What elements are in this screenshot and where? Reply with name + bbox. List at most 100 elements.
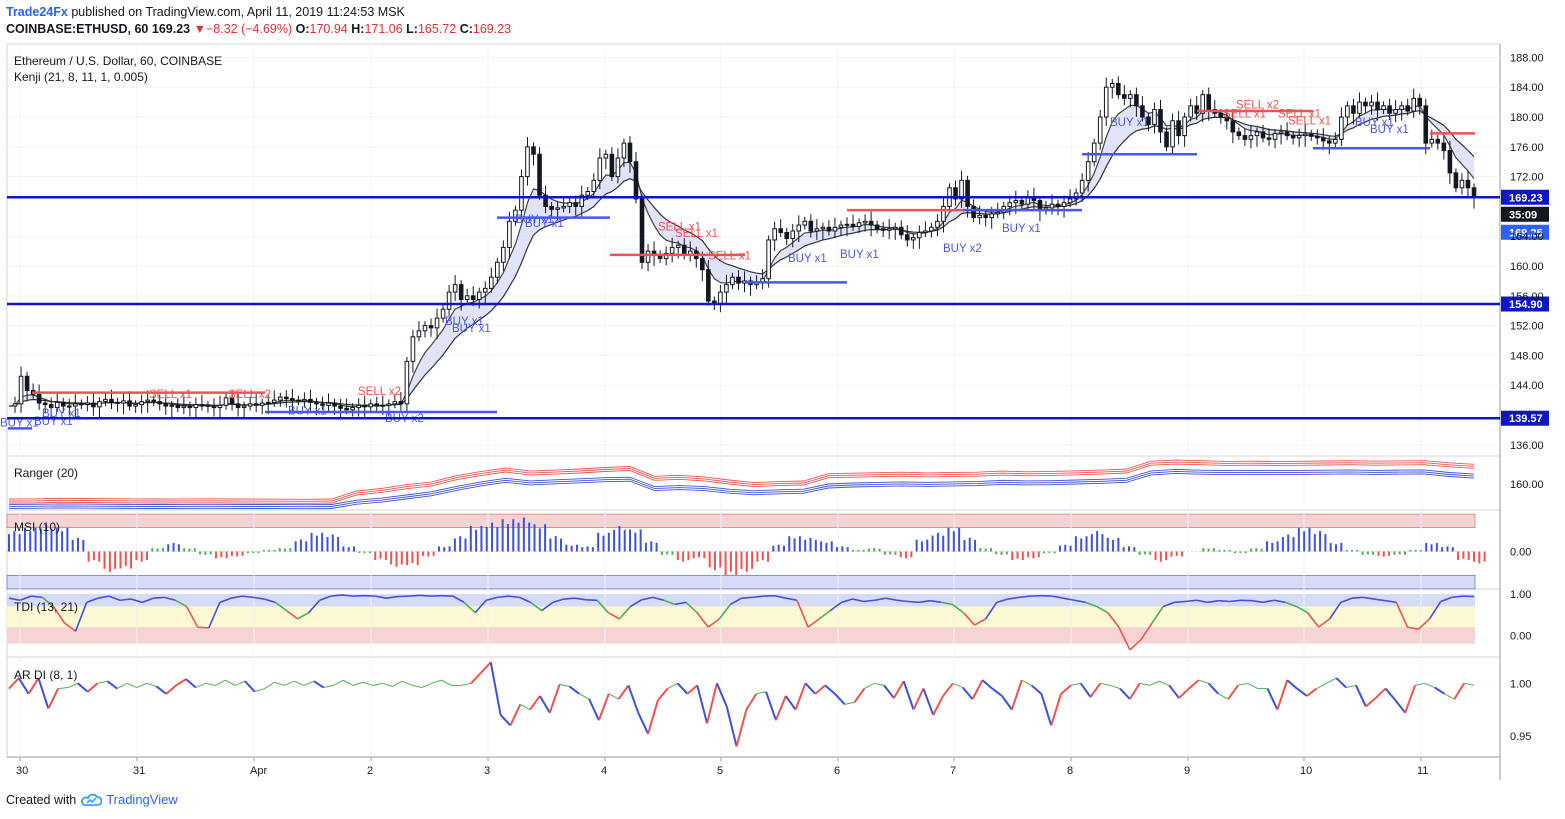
buy-signal-label: BUY x1 — [525, 218, 564, 230]
ardi-line — [932, 695, 944, 716]
candle-body — [1369, 101, 1374, 107]
candle-body — [452, 284, 458, 293]
candle-body — [91, 402, 96, 408]
ardi-line — [774, 695, 787, 721]
candle-body — [874, 224, 880, 230]
candle-body — [736, 276, 741, 284]
tdi-line — [1285, 601, 1297, 608]
candle-body — [567, 202, 572, 207]
tdi-line — [818, 609, 831, 620]
candle-body — [953, 187, 958, 200]
ardi-line — [509, 703, 522, 726]
ardi-line — [106, 680, 118, 690]
ardi-line — [617, 684, 630, 700]
chart-title: Ethereum / U.S. Dollar, 60, COINBASE — [14, 54, 222, 68]
candle-body — [374, 403, 380, 407]
ranger-line — [8, 459, 1475, 500]
candle-body — [525, 146, 530, 178]
high-label: H: — [351, 22, 365, 36]
candle-body — [1013, 199, 1019, 204]
kenji-slow-line — [8, 110, 1475, 407]
price-tick-label: 148.00 — [1510, 350, 1544, 362]
tdi-line — [796, 599, 809, 628]
tdi-band — [7, 627, 1475, 644]
tradingview-brand[interactable]: TradingView — [106, 792, 178, 807]
tdi-line — [452, 595, 465, 604]
tdi-line — [618, 605, 632, 620]
ardi-line — [77, 682, 89, 693]
footer: Created with TradingView — [6, 792, 178, 807]
ardi-line — [1168, 684, 1180, 699]
tdi-line — [1129, 638, 1142, 651]
ardi-line — [834, 693, 846, 706]
ardi-line — [412, 684, 423, 689]
ardi-line — [1404, 685, 1416, 714]
ardi-line — [1060, 684, 1072, 695]
tdi-band — [7, 606, 1475, 628]
candle-body — [1085, 161, 1091, 181]
tdi-line — [1262, 599, 1275, 604]
tdi-line — [1417, 618, 1431, 630]
candle-body — [139, 401, 144, 406]
ranger-tick-label: 160.00 — [1510, 479, 1544, 491]
tdi-line — [1207, 599, 1219, 604]
candle-body — [820, 226, 826, 230]
candle-body — [1345, 105, 1350, 118]
candle-body — [217, 404, 223, 409]
ardi-line — [1335, 677, 1347, 689]
msi-band — [6, 574, 1476, 590]
buy-signal-label: BUY x1 — [445, 316, 484, 328]
candle-body — [621, 142, 627, 159]
ardi-line — [1326, 677, 1337, 684]
tdi-line — [153, 596, 165, 599]
candle-body — [1188, 105, 1193, 118]
ardi-line — [864, 682, 875, 690]
ardi-line — [1394, 699, 1406, 714]
ardi-line — [637, 712, 649, 735]
price-tick-label: 188.00 — [1510, 52, 1544, 64]
candle-body — [181, 405, 187, 409]
candle-body — [609, 153, 615, 178]
candle-body — [844, 223, 850, 226]
candle-body — [675, 244, 681, 248]
price-tick-label: 156.00 — [1510, 291, 1544, 303]
candle-body — [1339, 116, 1344, 140]
candle-body — [597, 157, 603, 181]
tdi-line — [996, 598, 1009, 604]
ardi-tick-label: 1.00 — [1510, 678, 1531, 690]
candle-body — [1399, 105, 1404, 111]
candle-body — [983, 214, 988, 219]
ardi-line — [244, 680, 256, 693]
tdi-line — [319, 595, 332, 602]
tdi-line — [41, 596, 54, 608]
high-value: 171.06 — [364, 22, 403, 36]
tdi-line — [1162, 601, 1175, 608]
candle-body — [392, 401, 398, 405]
msi-band — [6, 513, 1476, 528]
price-tick-label: 152.00 — [1510, 321, 1544, 333]
candle-body — [241, 405, 247, 409]
candle-body — [603, 153, 609, 159]
candle-body — [482, 287, 488, 293]
ardi-line — [264, 681, 275, 689]
candle-body — [1146, 116, 1151, 125]
ardi-line — [922, 688, 935, 716]
buy-signal-label: BUY x1 — [42, 408, 81, 420]
tdi-line — [741, 596, 753, 599]
ardi-line — [1089, 682, 1102, 698]
ardi-line — [274, 681, 285, 686]
ardi-line — [372, 682, 383, 686]
ardi-line — [1050, 693, 1063, 726]
candle-body — [898, 226, 904, 236]
ardi-line — [1218, 693, 1229, 700]
symbol-label: COINBASE:ETHUSD, 60 — [6, 22, 149, 36]
sell-signal-label: SELL x2 — [358, 386, 401, 398]
candle-body — [886, 228, 892, 231]
time-tick-label: 11 — [1417, 765, 1428, 777]
candle-body — [247, 403, 253, 407]
candle-body — [832, 226, 838, 232]
publisher-link[interactable]: Trade24Fx — [6, 5, 68, 19]
candle-body — [591, 179, 597, 193]
candle-body — [1170, 120, 1175, 148]
